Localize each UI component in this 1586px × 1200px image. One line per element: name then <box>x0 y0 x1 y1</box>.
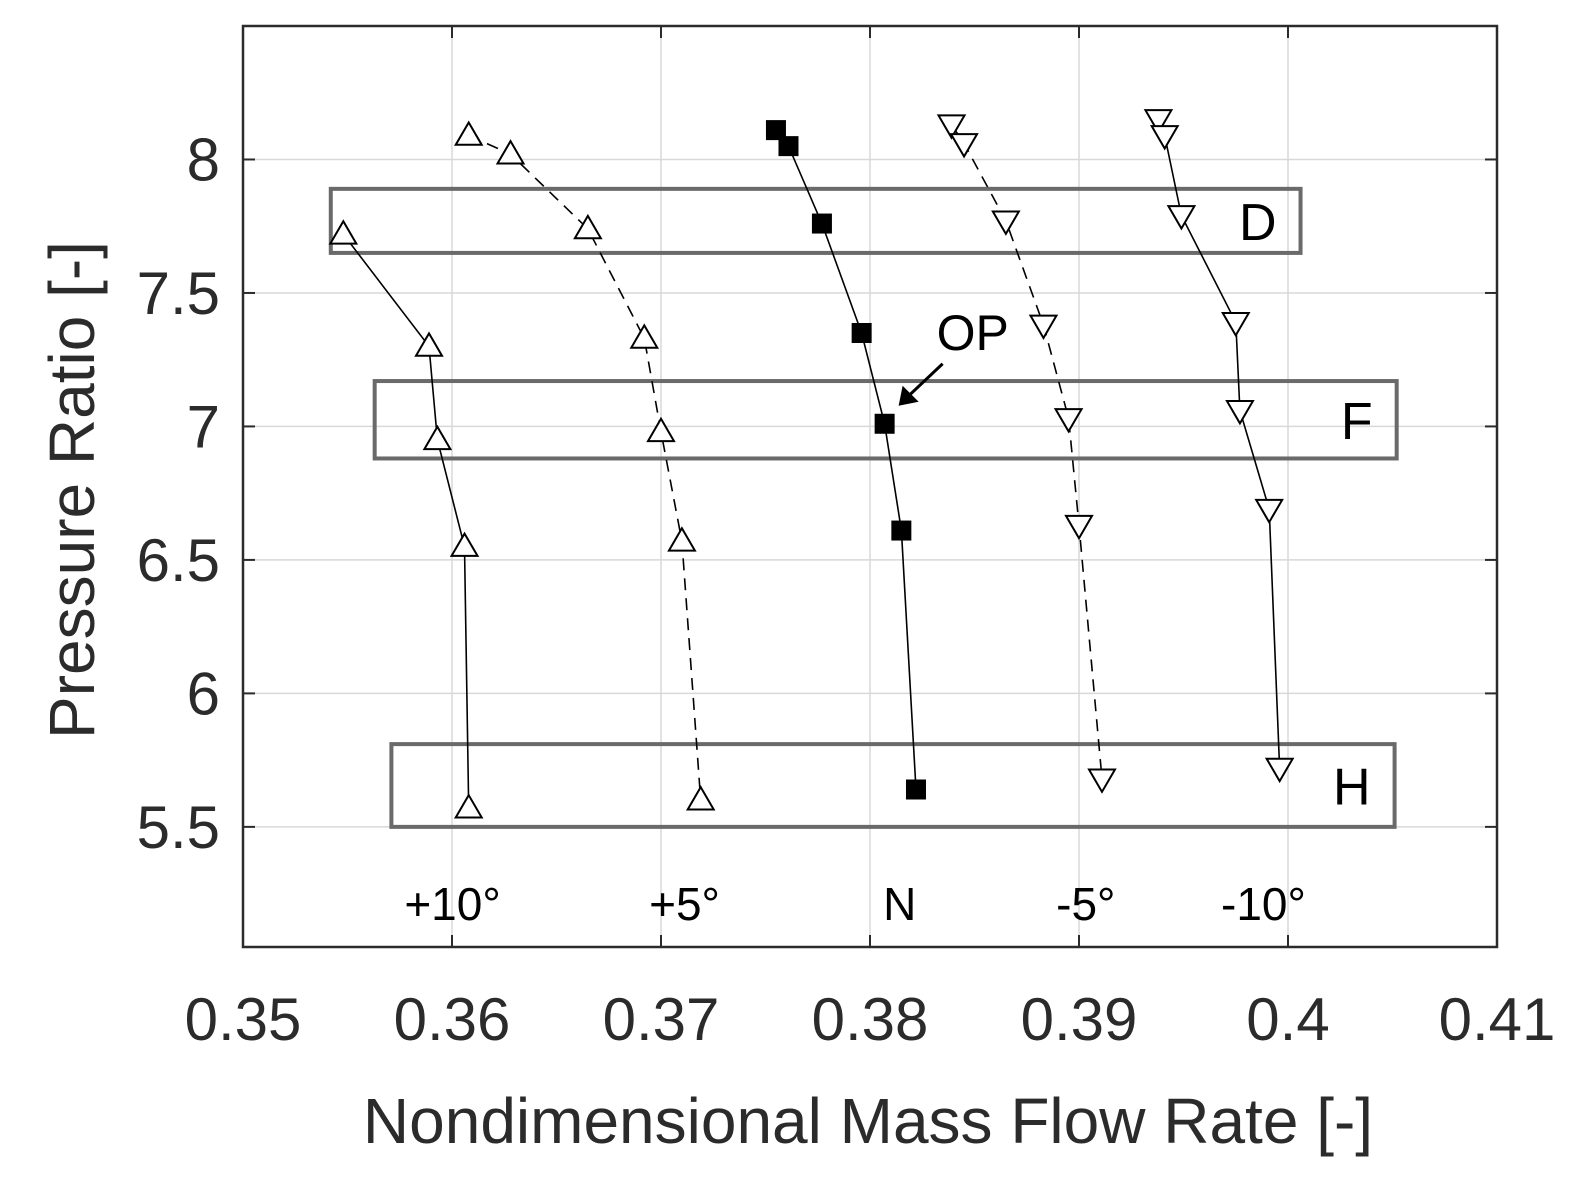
data-point-plusminus-10-deg <box>328 219 359 245</box>
data-point-plusminus-10-deg <box>414 331 444 357</box>
x-tick-label: 0.36 <box>394 986 511 1053</box>
data-point-plusminus-10-deg <box>422 424 453 451</box>
data-point-plusminus-10-deg <box>449 531 480 557</box>
data-point-minus-10-deg <box>1264 757 1295 784</box>
op-arrow-head <box>898 385 919 406</box>
data-point-minus-10-deg <box>1143 109 1174 135</box>
y-tick-label: 8 <box>187 126 220 193</box>
data-point-minus-5-deg <box>936 114 967 140</box>
series-label-plusminus-5-deg: +5° <box>649 878 720 930</box>
y-axis-title: Pressure Ratio [-] <box>36 241 108 739</box>
data-point-plusminus-5-deg <box>495 139 526 165</box>
series-label-minus-5-deg: -5° <box>1056 878 1115 930</box>
series-markers <box>328 109 1295 819</box>
series-label-n: N <box>883 878 916 930</box>
data-point-plusminus-5-deg <box>667 526 697 552</box>
data-point-minus-10-deg <box>1221 311 1251 338</box>
op-annotation-label: OP <box>937 305 1009 361</box>
data-point-minus-5-deg <box>991 210 1021 236</box>
data-point-n <box>874 413 895 434</box>
data-point-n <box>905 779 926 800</box>
data-point-n <box>811 213 832 234</box>
data-point-plusminus-5-deg <box>685 785 716 811</box>
x-tick-label: 0.37 <box>603 986 720 1053</box>
series-lines <box>342 119 1281 809</box>
data-point-n <box>765 120 786 141</box>
data-point-minus-10-deg <box>1166 205 1197 231</box>
y-tick-label: 6 <box>187 660 220 727</box>
x-tick-label: 0.38 <box>812 986 929 1053</box>
data-point-minus-5-deg <box>1064 514 1094 541</box>
data-point-minus-10-deg <box>1149 125 1180 151</box>
op-arrow <box>905 362 944 399</box>
annotations: OP +10° +5° N -5° -10° <box>404 305 1306 930</box>
series-label-minus-10-deg: -10° <box>1221 878 1306 930</box>
tick-labels: 0.35 0.36 0.37 0.38 0.39 0.4 0.41 5.5 6 6.5 7 7.5 8 <box>137 26 1556 1053</box>
series-label-plusminus-10-deg: +10° <box>404 878 500 930</box>
data-point-n <box>851 323 872 343</box>
data-point-n <box>778 136 799 157</box>
x-tick-label: 0.35 <box>185 986 302 1053</box>
operating-regions: D F H <box>328 186 1399 829</box>
data-point-n <box>891 520 912 541</box>
region-h-box <box>389 742 1397 829</box>
y-tick-label: 7 <box>187 393 220 460</box>
grid-lines <box>242 26 1498 947</box>
region-f-box <box>372 379 1399 461</box>
region-d-box <box>328 186 1303 255</box>
x-tick-label: 0.41 <box>1439 986 1556 1053</box>
x-tick-label: 0.39 <box>1021 986 1138 1053</box>
data-point-plusminus-5-deg <box>453 120 484 146</box>
x-axis-title: Nondimensional Mass Flow Rate [-] <box>363 1085 1373 1157</box>
data-point-plusminus-5-deg <box>646 416 676 443</box>
data-point-plusminus-5-deg <box>629 323 660 349</box>
series-line-plusminus-10-deg <box>342 233 470 809</box>
data-point-plusminus-5-deg <box>573 213 603 240</box>
data-point-minus-5-deg <box>1087 768 1117 794</box>
data-point-minus-10-deg <box>1225 400 1255 426</box>
region-h-label: H <box>1333 758 1371 816</box>
y-tick-label: 6.5 <box>137 527 220 594</box>
data-point-minus-5-deg <box>1028 314 1059 340</box>
y-tick-label: 5.5 <box>137 794 220 861</box>
region-f-label: F <box>1341 393 1373 451</box>
data-point-minus-5-deg <box>949 133 979 159</box>
data-point-minus-5-deg <box>1053 408 1084 434</box>
region-d-label: D <box>1239 194 1277 252</box>
data-point-minus-10-deg <box>1254 498 1284 525</box>
x-tick-label: 0.4 <box>1246 986 1329 1053</box>
data-point-plusminus-10-deg <box>453 793 484 819</box>
y-tick-label: 7.5 <box>137 260 220 327</box>
